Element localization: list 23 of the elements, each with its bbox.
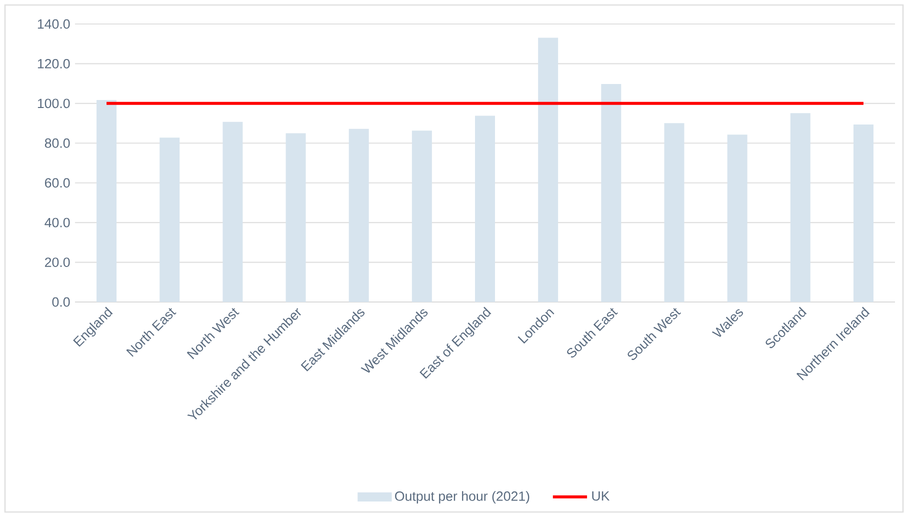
y-tick-label: 80.0 — [44, 138, 70, 148]
bar — [727, 134, 748, 302]
y-tick-label: 60.0 — [45, 178, 70, 188]
y-tick-label: 0.0 — [52, 297, 70, 307]
y-tick-label: 100.0 — [38, 98, 70, 108]
bar — [538, 38, 558, 302]
bar — [222, 122, 243, 302]
bar — [601, 84, 622, 302]
bar — [286, 133, 306, 302]
bar — [96, 100, 117, 302]
bar — [664, 123, 684, 302]
y-tick-label: 20.0 — [45, 258, 70, 268]
bar — [475, 116, 496, 302]
bar — [790, 113, 810, 302]
bar — [853, 124, 874, 302]
legend-label: Output per hour (2021) — [395, 491, 530, 504]
y-tick-label: 140.0 — [38, 19, 70, 29]
y-tick-label: 40.0 — [44, 218, 70, 228]
legend-label: UK — [592, 491, 610, 501]
bar — [412, 130, 432, 302]
bar — [348, 128, 369, 302]
bar — [160, 138, 180, 302]
y-tick-label: 120.0 — [38, 59, 70, 68]
